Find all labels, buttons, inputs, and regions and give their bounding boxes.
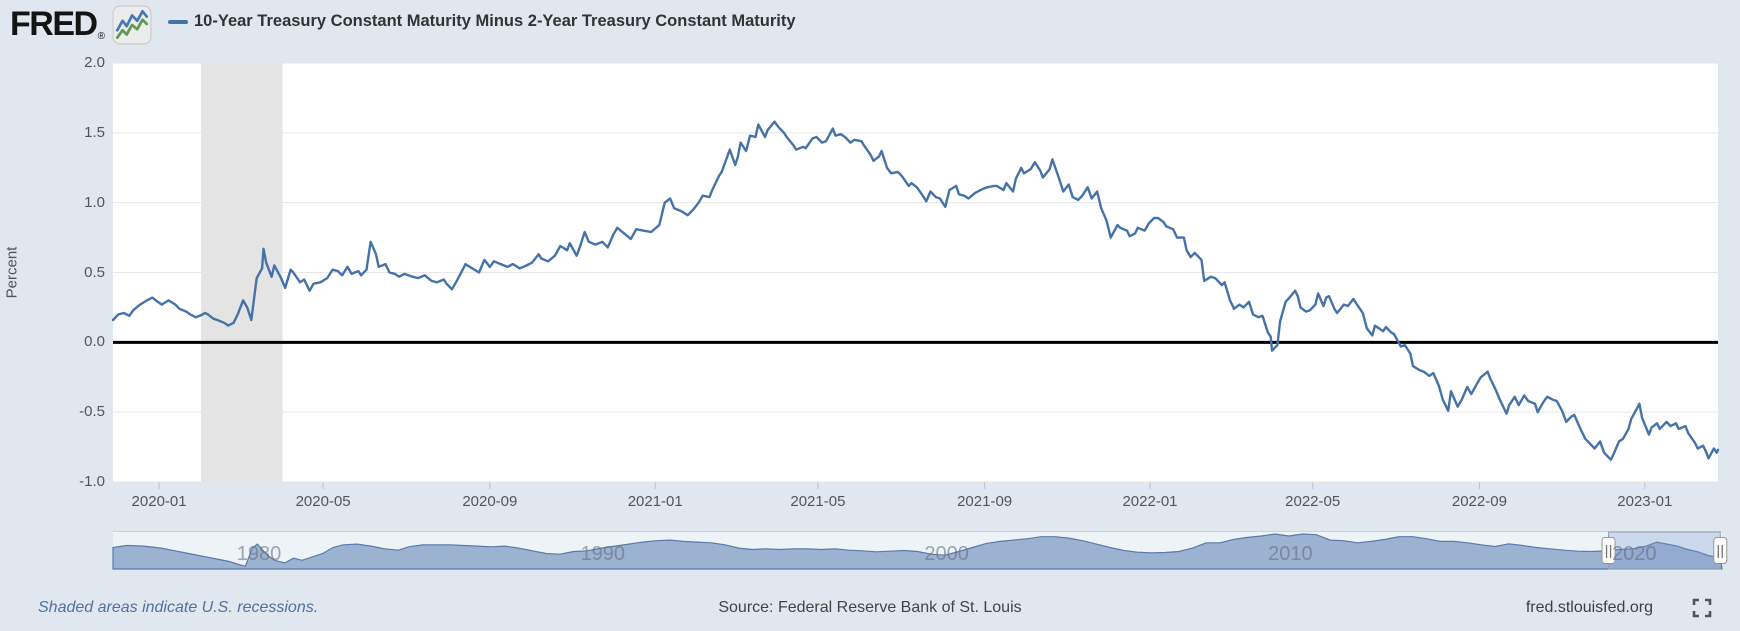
y-tick-label: 2.0 xyxy=(84,54,105,71)
x-tick-label: 2021-09 xyxy=(957,493,1013,510)
fullscreen-icon xyxy=(1692,598,1712,618)
range-selector-area xyxy=(112,533,1723,570)
x-tick-label: 2020-05 xyxy=(295,493,351,510)
y-tick-label: -1.0 xyxy=(79,473,105,490)
range-handle-right[interactable] xyxy=(1713,537,1728,564)
series-line xyxy=(111,120,1720,461)
fred-logo-chart-icon xyxy=(112,5,152,45)
footer-right: fred.stlouisfed.org xyxy=(1526,597,1713,619)
fred-logo[interactable]: FRED ® xyxy=(10,5,152,45)
decade-label: 2000 xyxy=(924,543,969,565)
registered-mark-icon: ® xyxy=(97,31,105,42)
site-link[interactable]: fred.stlouisfed.org xyxy=(1525,599,1653,616)
decade-label: 1980 xyxy=(236,543,282,565)
y-tick-label: 1.0 xyxy=(84,193,105,211)
x-tick-label: 2021-05 xyxy=(790,493,846,510)
decade-label: 2020 xyxy=(1611,543,1657,565)
legend-swatch xyxy=(168,20,188,24)
y-tick-label: 1.5 xyxy=(84,123,105,141)
y-axis-title: Percent xyxy=(3,246,21,299)
y-tick-label: 0.0 xyxy=(84,333,105,351)
x-tick-label: 2020-09 xyxy=(462,493,518,510)
fullscreen-button[interactable] xyxy=(1691,597,1713,619)
decade-label: 2010 xyxy=(1268,543,1313,565)
x-tick-label: 2022-05 xyxy=(1285,493,1341,510)
recessions-note-link[interactable]: Shaded areas indicate U.S. recessions. xyxy=(38,599,319,616)
source-text: Source: Federal Reserve Bank of St. Loui… xyxy=(718,599,1022,616)
x-tick-label: 2023-01 xyxy=(1617,493,1673,510)
x-tick-label: 2020-01 xyxy=(131,493,187,510)
x-tick-label: 2021-01 xyxy=(627,493,683,510)
y-tick-label: -0.5 xyxy=(79,403,105,421)
decade-label: 1990 xyxy=(580,543,626,565)
fred-logo-text: FRED xyxy=(10,5,98,43)
y-tick-label: 0.5 xyxy=(84,263,105,281)
x-tick-label: 2022-01 xyxy=(1122,493,1178,510)
x-tick-label: 2022-09 xyxy=(1451,493,1507,510)
range-handle-left[interactable] xyxy=(1601,537,1616,564)
chart-title: 10-Year Treasury Constant Maturity Minus… xyxy=(194,12,796,30)
